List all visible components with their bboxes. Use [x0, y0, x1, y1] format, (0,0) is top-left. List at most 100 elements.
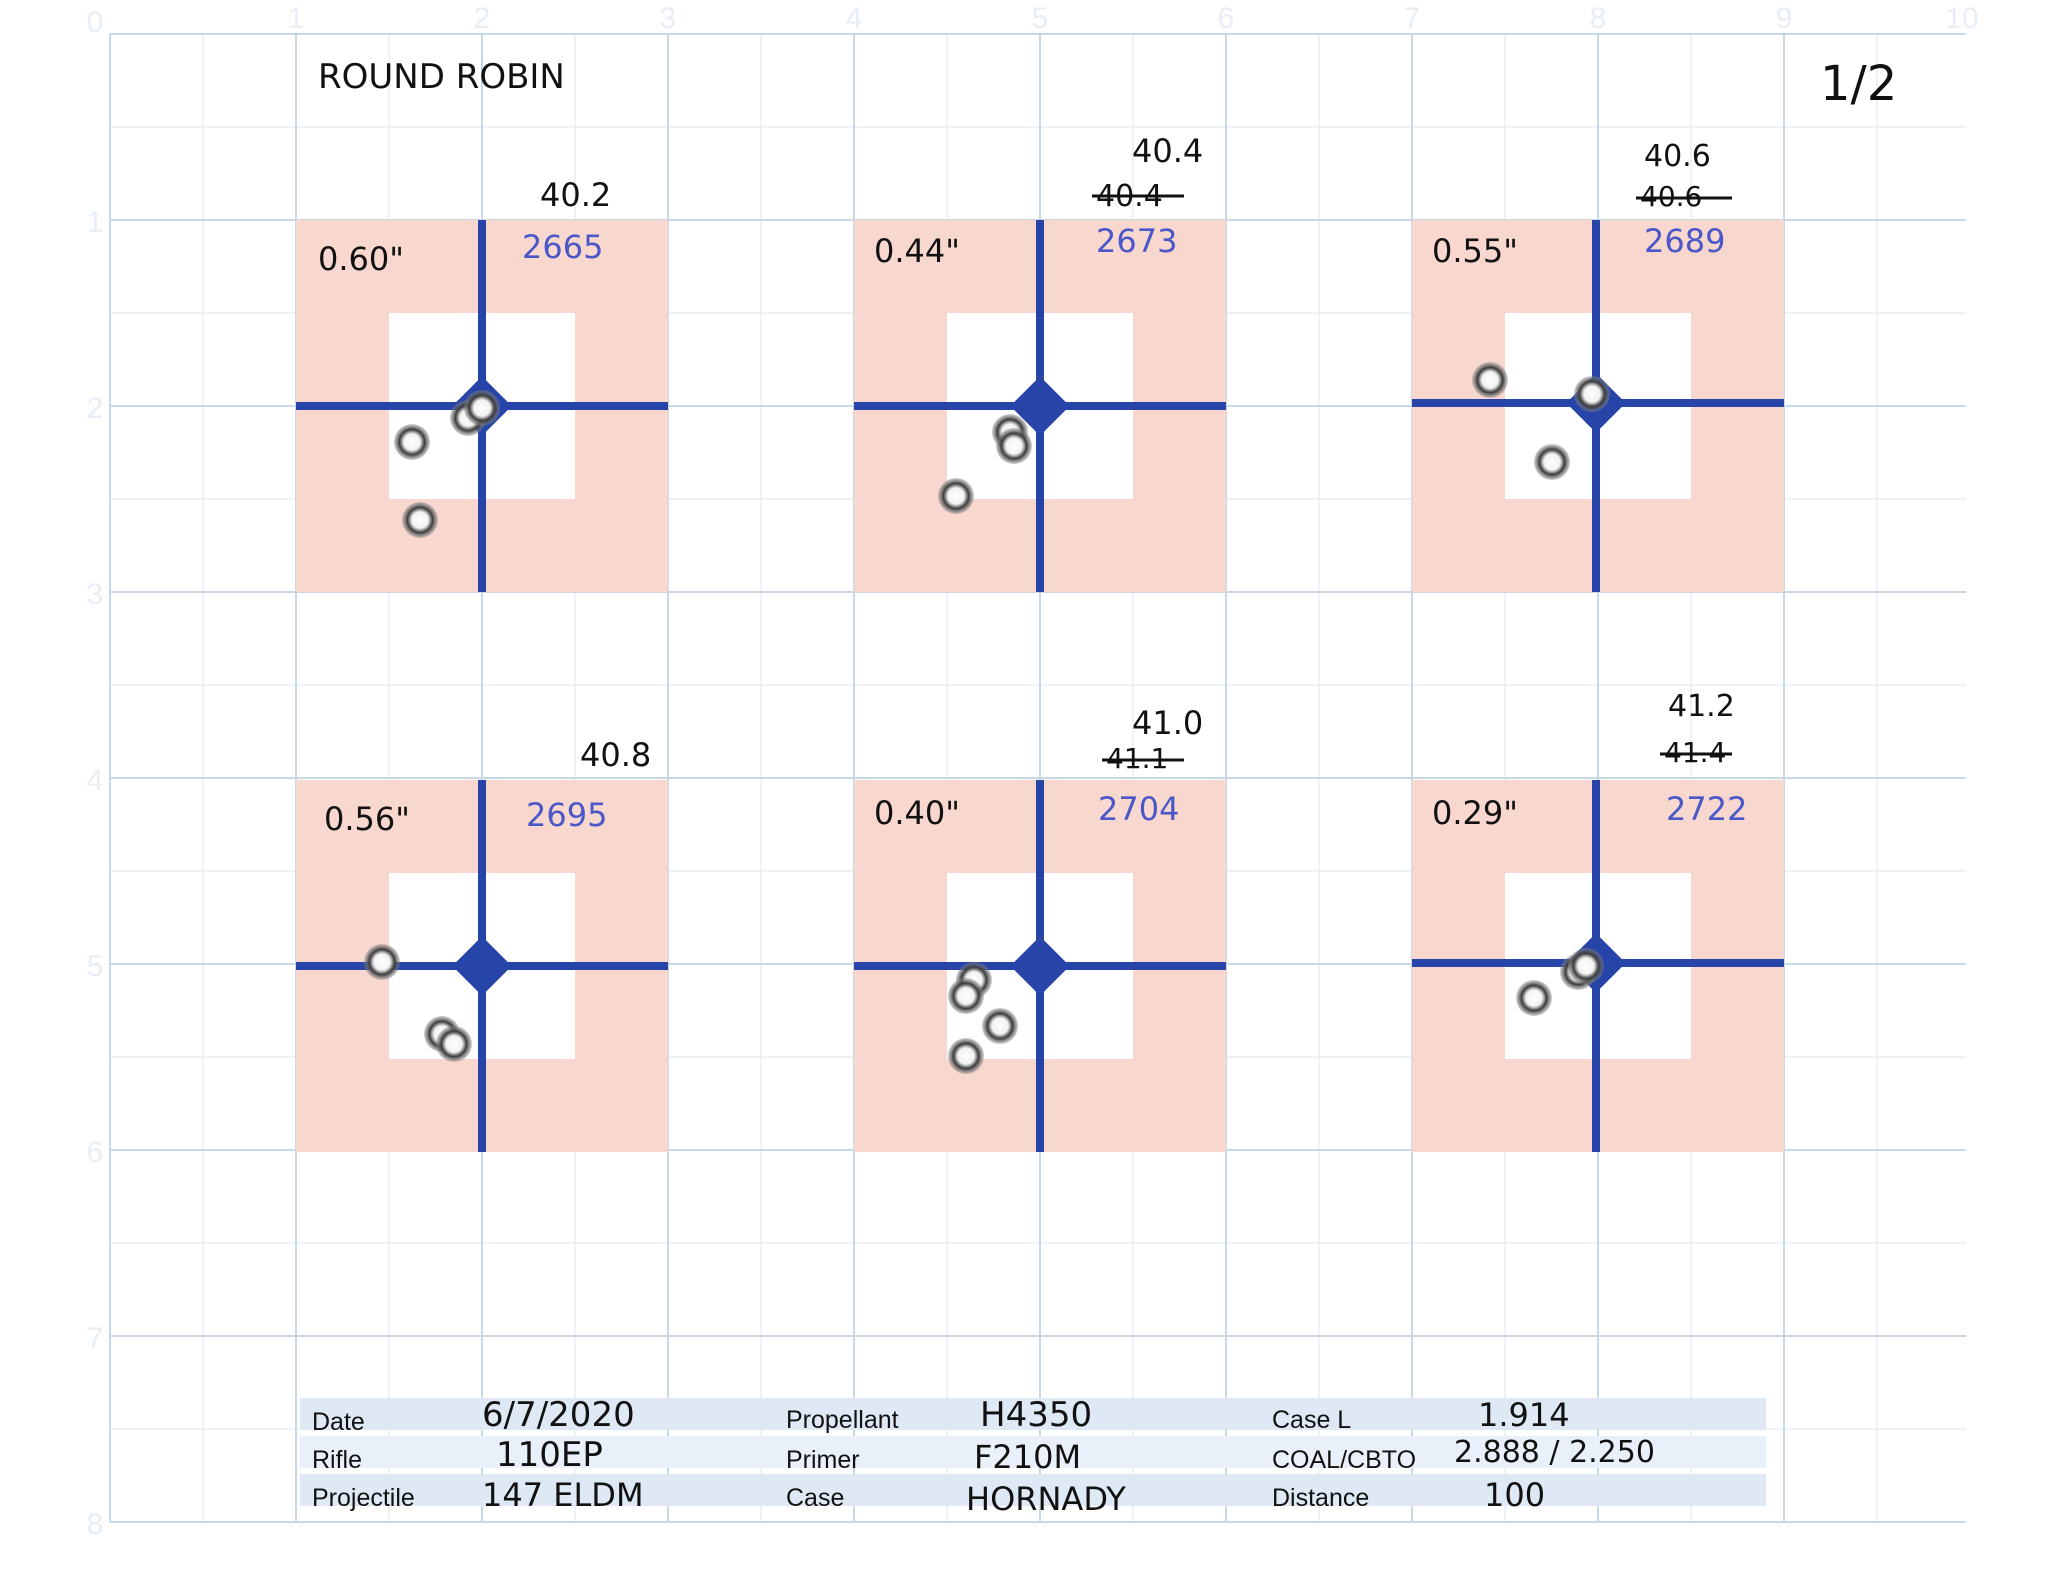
bullet-hole — [938, 478, 974, 514]
y-axis-label-6: 6 — [87, 1136, 104, 1169]
field-label-distance: Distance — [1272, 1484, 1369, 1512]
group-size: 0.55" — [1432, 232, 1518, 270]
bullet-hole — [982, 1008, 1018, 1044]
field-label-coal-cbto: COAL/CBTO — [1272, 1446, 1416, 1474]
velocity: 2673 — [1096, 222, 1177, 260]
bullet-hole — [1516, 980, 1552, 1016]
table-row: Projectile 147 ELDM Case HORNADY Distanc… — [312, 1476, 1545, 1518]
field-label-case: Case — [786, 1484, 844, 1512]
target-2: 0.44" 2673 40.4 40.4 — [854, 132, 1226, 592]
powder-charge-struck-group: 40.6 — [1636, 180, 1732, 213]
x-axis-label-2: 2 — [474, 2, 491, 35]
x-axis-label-1: 1 — [288, 2, 305, 35]
bullet-hole — [464, 390, 500, 426]
bullet-hole — [394, 424, 430, 460]
field-value-projectile: 147 ELDM — [482, 1476, 644, 1514]
field-label-date: Date — [312, 1408, 365, 1436]
powder-charge: 40.6 — [1644, 139, 1711, 174]
x-axis-label-0: 0 — [87, 6, 104, 39]
bullet-hole — [948, 1038, 984, 1074]
table-row-shade — [300, 1436, 1766, 1468]
x-axis-label-4: 4 — [846, 2, 863, 35]
field-value-primer: F210M — [974, 1438, 1081, 1476]
bullet-hole — [996, 428, 1032, 464]
powder-charge-struck-group: 40.4 — [1092, 179, 1184, 214]
x-axis-label-10: 10 — [1945, 2, 1978, 35]
powder-charge: 41.2 — [1668, 689, 1735, 724]
center-diamond — [452, 936, 512, 996]
bullet-holes — [394, 390, 500, 538]
bullet-holes — [364, 944, 472, 1062]
group-size: 0.40" — [874, 794, 960, 832]
field-label-projectile: Projectile — [312, 1484, 415, 1512]
bullet-holes — [1516, 948, 1604, 1016]
group-size: 0.44" — [874, 232, 960, 270]
table-row-shade — [300, 1398, 1766, 1430]
x-axis-label-5: 5 — [1032, 2, 1049, 35]
y-axis-label-2: 2 — [87, 392, 104, 425]
target-4: 0.56" 2695 40.8 — [296, 736, 668, 1152]
table-row: Rifle 110EP Primer F210M COAL/CBTO 2.888… — [312, 1435, 1655, 1476]
y-axis-label-3: 3 — [87, 578, 104, 611]
powder-charge-struck-group: 41.1 — [1102, 742, 1184, 775]
field-label-case-length: Case L — [1272, 1406, 1351, 1434]
bullet-hole — [1534, 444, 1570, 480]
velocity: 2704 — [1098, 790, 1179, 828]
bullet-hole — [402, 502, 438, 538]
field-value-propellant: H4350 — [980, 1395, 1092, 1435]
bullet-holes — [948, 962, 1018, 1074]
field-value-date: 6/7/2020 — [482, 1395, 635, 1435]
field-value-coal-cbto: 2.888 / 2.250 — [1454, 1435, 1655, 1470]
load-info-table: Date 6/7/2020 Propellant H4350 Case L 1.… — [300, 1395, 1766, 1518]
target-5: 0.40" 2704 41.0 41.1 — [854, 704, 1226, 1152]
field-value-case: HORNADY — [966, 1480, 1126, 1518]
x-axis-label-7: 7 — [1404, 2, 1421, 35]
field-label-propellant: Propellant — [786, 1406, 899, 1434]
bullet-holes — [938, 414, 1032, 514]
y-axis-label-4: 4 — [87, 764, 104, 797]
powder-charge: 40.4 — [1132, 132, 1203, 170]
field-value-case-length: 1.914 — [1478, 1396, 1570, 1434]
x-axis-label-8: 8 — [1590, 2, 1607, 35]
page-number: 1/2 — [1820, 56, 1897, 112]
bullet-hole — [1568, 948, 1604, 984]
field-value-distance: 100 — [1484, 1476, 1545, 1514]
center-diamond — [1010, 936, 1070, 996]
y-axis-label-7: 7 — [87, 1322, 104, 1355]
x-axis-label-6: 6 — [1218, 2, 1235, 35]
velocity: 2722 — [1666, 790, 1747, 828]
powder-charge: 40.2 — [540, 176, 611, 214]
table-row-shade — [300, 1474, 1766, 1506]
sheet-title: ROUND ROBIN — [318, 57, 565, 97]
bullet-hole — [948, 978, 984, 1014]
field-label-rifle: Rifle — [312, 1446, 362, 1474]
powder-charge-struck-group: 41.4 — [1660, 736, 1732, 769]
x-axis-label-9: 9 — [1776, 2, 1793, 35]
field-label-primer: Primer — [786, 1446, 860, 1474]
powder-charge: 41.0 — [1132, 704, 1203, 742]
group-size: 0.60" — [318, 240, 404, 278]
y-axis-label-5: 5 — [87, 950, 104, 983]
target-1: 0.60" 2665 40.2 — [296, 176, 668, 592]
target-6: 0.29" 2722 41.2 41.4 — [1412, 689, 1784, 1152]
bullet-hole — [436, 1026, 472, 1062]
powder-charge: 40.8 — [580, 736, 651, 774]
bullet-hole — [1574, 376, 1610, 412]
velocity: 2689 — [1644, 222, 1725, 260]
field-value-rifle: 110EP — [496, 1435, 603, 1475]
velocity: 2695 — [526, 796, 607, 834]
group-size: 0.56" — [324, 800, 410, 838]
bullet-hole — [364, 944, 400, 980]
x-axis-label-3: 3 — [660, 2, 677, 35]
bullet-holes — [1472, 362, 1610, 480]
center-diamond — [1010, 376, 1070, 436]
y-axis-label-8: 8 — [87, 1508, 104, 1541]
axis-labels: 0 1 2 3 4 5 6 7 8 9 10 1 2 3 4 5 6 7 8 — [87, 2, 1979, 1541]
y-axis-label-1: 1 — [87, 206, 104, 239]
group-size: 0.29" — [1432, 794, 1518, 832]
table-row: Date 6/7/2020 Propellant H4350 Case L 1.… — [312, 1395, 1570, 1436]
target-3: 0.55" 2689 40.6 40.6 — [1412, 139, 1784, 592]
bullet-hole — [1472, 362, 1508, 398]
velocity: 2665 — [522, 228, 603, 266]
